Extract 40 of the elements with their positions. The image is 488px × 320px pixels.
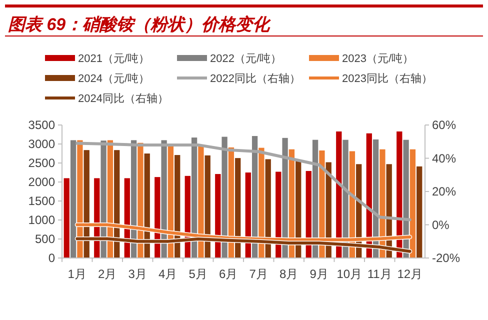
y2-tick-label: 0% xyxy=(432,218,450,232)
x-tick-label: 9月 xyxy=(310,267,328,282)
bar xyxy=(70,140,76,258)
legend-label: 2023（元/吨） xyxy=(342,52,414,65)
y-tick-label: 3500 xyxy=(28,118,56,132)
x-tick-label: 11月 xyxy=(367,267,392,282)
y-tick-label: 2500 xyxy=(28,156,56,170)
x-tick-label: 4月 xyxy=(158,267,178,282)
bar xyxy=(64,178,70,258)
y-tick-label: 3000 xyxy=(28,137,56,152)
bar xyxy=(100,140,106,258)
x-tick-label: 5月 xyxy=(188,267,208,282)
x-tick-label: 10月 xyxy=(336,267,362,282)
y2-tick-label: -20% xyxy=(432,251,460,266)
bar xyxy=(161,140,167,258)
y2-tick-label: 20% xyxy=(432,184,456,199)
legend-label: 2022同比（右轴） xyxy=(210,72,300,85)
legend-label: 2023同比（右轴） xyxy=(342,72,432,85)
y-tick-label: 1000 xyxy=(28,213,56,228)
x-tick-label: 6月 xyxy=(219,267,238,282)
legend-label: 2024同比（右轴） xyxy=(78,92,168,105)
chart-title: 图表 69：硝酸铵（粉状）价格变化 xyxy=(8,14,272,34)
x-tick-label: 2月 xyxy=(98,267,117,282)
y-tick-label: 0 xyxy=(48,251,56,266)
y2-tick-label: 40% xyxy=(432,151,456,166)
y-tick-label: 2000 xyxy=(28,175,56,190)
y2-tick-label: 60% xyxy=(432,118,456,132)
line-series xyxy=(76,142,412,222)
x-tick-label: 1月 xyxy=(68,267,86,282)
x-tick-label: 3月 xyxy=(128,267,147,282)
legend-label: 2021（元/吨） xyxy=(78,52,150,65)
legend-label: 2022（元/吨） xyxy=(210,52,282,65)
x-tick-label: 8月 xyxy=(280,267,298,282)
y-tick-label: 1500 xyxy=(28,194,56,208)
x-tick-label: 7月 xyxy=(249,267,268,282)
legend-label: 2024（元/吨） xyxy=(78,72,150,85)
bar xyxy=(222,136,228,258)
bar xyxy=(416,166,422,258)
x-tick-label: 12月 xyxy=(397,267,423,282)
y-tick-label: 500 xyxy=(34,232,56,246)
